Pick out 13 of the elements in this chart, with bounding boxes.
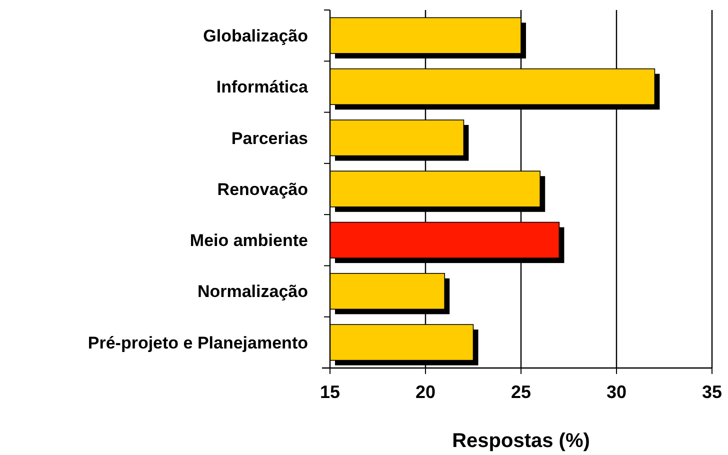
x-tick-label: 25 bbox=[510, 382, 532, 402]
x-tick-label: 15 bbox=[320, 382, 340, 402]
y-tick-label: Parcerias bbox=[231, 128, 308, 148]
x-tick-label: 30 bbox=[606, 382, 627, 402]
y-tick-label: Renovação bbox=[217, 180, 308, 199]
y-tick-label: Globalização bbox=[203, 26, 308, 46]
y-tick-label: Meio ambiente bbox=[190, 231, 308, 250]
x-axis-title: Respostas (%) bbox=[452, 430, 590, 452]
x-tick-label: 35 bbox=[702, 382, 722, 402]
x-tick-label: 20 bbox=[415, 382, 436, 402]
y-tick-label: Pré-projeto e Planejamento bbox=[88, 333, 308, 352]
y-tick-label: Normalização bbox=[197, 282, 308, 302]
y-tick-label: Informática bbox=[216, 78, 309, 97]
